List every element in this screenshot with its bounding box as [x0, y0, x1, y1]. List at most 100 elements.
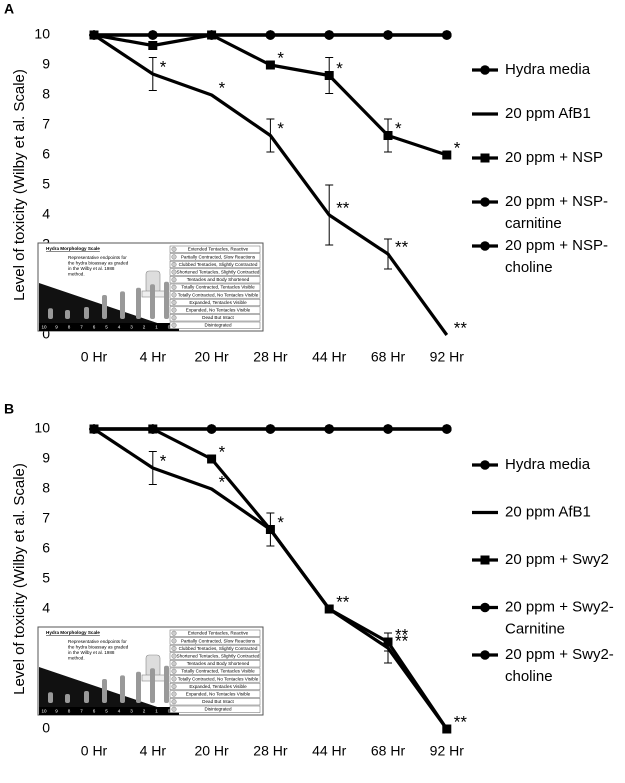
inset-stage-box [169, 644, 261, 653]
significance-label: * [277, 513, 284, 532]
significance-label: * [219, 472, 226, 491]
x-tick-label: 28 Hr [253, 349, 288, 365]
significance-label: * [219, 442, 226, 461]
data-point [442, 150, 452, 160]
y-tick-label: 9 [42, 450, 50, 466]
inset-stage: Extended Tentacles, Reactive [188, 247, 249, 252]
data-point [265, 30, 276, 40]
inset-scale-bar [39, 323, 179, 331]
x-tick-label: 28 Hr [253, 743, 288, 759]
significance-label: * [395, 119, 402, 138]
y-tick-label: 8 [42, 480, 50, 496]
inset-hydra [150, 668, 155, 703]
inset-stage-box [169, 667, 261, 675]
inset-background [39, 283, 178, 330]
inset-scale-number: 0 [168, 325, 171, 330]
inset-stage-box [169, 291, 261, 299]
y-tick-label: 5 [42, 570, 50, 586]
legend-marker [480, 241, 490, 251]
inset-stage-box [169, 690, 261, 698]
panel-label: A [4, 1, 14, 17]
data-point [265, 424, 276, 434]
y-tick-label: 4 [42, 600, 50, 616]
significance-label: ** [395, 625, 409, 644]
significance-label: * [454, 138, 461, 157]
x-tick-label: 68 Hr [371, 743, 406, 759]
y-axis-title: Level of toxicity (Wilby et al. Scale) [11, 463, 28, 695]
inset-stage-dot [171, 684, 177, 690]
legend-marker [480, 197, 490, 207]
inset-stage: Shortened Tentacles, Slightly Contracted [177, 654, 260, 659]
inset-background [39, 667, 178, 714]
data-point [383, 637, 393, 647]
inset-hydra [136, 671, 141, 703]
legend-marker [480, 555, 490, 565]
inset-stage: Partially Contracted, Slow Reactions [181, 254, 256, 259]
panel-label: B [4, 401, 14, 417]
y-tick-label: 4 [42, 206, 50, 222]
inset-hydra [65, 310, 70, 319]
inset-title: Hydra Morphology Scale [46, 246, 100, 251]
inset-stage: Clubbed Tentacles, Slightly Contracted [179, 262, 258, 267]
inset-scale-number: 3 [130, 709, 133, 714]
x-tick-label: 4 Hr [140, 743, 167, 759]
legend-label: 20 ppm + Swy2-choline [505, 646, 614, 685]
y-tick-label: 7 [42, 116, 50, 132]
data-point [148, 41, 158, 50]
inset-hydra [84, 307, 89, 319]
inset-stage-dot [171, 676, 177, 682]
data-point [324, 30, 335, 40]
inset-hydra [120, 291, 125, 319]
inset-stage-dot [171, 646, 177, 652]
inset-stage-dot [171, 638, 177, 644]
inset-scale-number: 6 [93, 325, 96, 330]
inset-hydra [65, 694, 70, 703]
inset-hydra [164, 665, 169, 703]
y-tick-label: 10 [34, 26, 50, 42]
inset-scale-number: 1 [155, 709, 158, 714]
inset-hydra [84, 691, 89, 703]
inset-stage: Tentacles and Body Shortened [187, 661, 250, 666]
inset-scale-number: 8 [68, 325, 71, 330]
y-tick-label: 0 [42, 326, 50, 342]
inset-stage-dot [171, 691, 177, 697]
legend-label: Hydra media [505, 61, 591, 78]
inset-stage-dot [171, 699, 177, 705]
inset-hydra [48, 692, 53, 703]
significance-label: * [277, 119, 284, 138]
inset-stage-box [169, 321, 261, 329]
inset-scale-number: 1 [155, 325, 158, 330]
legend-label: 20 ppm + NSP [505, 149, 603, 166]
data-point [148, 424, 158, 434]
legend-marker [480, 460, 490, 470]
legend-label: 20 ppm + NSP-carnitine [505, 193, 608, 232]
inset-stage: Dead But Intact [202, 315, 234, 320]
inset-stage-box [169, 283, 261, 291]
inset-stage: Expanded, Tentacles Visible [189, 300, 247, 305]
significance-label: * [160, 57, 167, 76]
inset-stage-dot [171, 630, 177, 636]
data-point [207, 454, 217, 464]
data-point [442, 30, 452, 40]
inset-scale-number: 9 [55, 709, 58, 714]
inset-caption: Representative endpoints for the hydra bi… [68, 639, 129, 661]
inset-stage-dot [171, 254, 177, 260]
inset-title: Hydra Morphology Scale [46, 630, 100, 635]
inset-scale-number: 0 [168, 709, 171, 714]
x-tick-label: 20 Hr [194, 743, 229, 759]
inset-scale-number: 6 [93, 709, 96, 714]
y-tick-label: 7 [42, 510, 50, 526]
inset-stage-box [169, 705, 261, 713]
legend-marker [480, 650, 490, 660]
inset-stage: Disintegrated [204, 323, 232, 328]
inset-hydra [48, 308, 53, 319]
inset-stage-dot [171, 246, 177, 252]
y-tick-label: 10 [34, 420, 50, 436]
inset-stage: Disintegrated [204, 707, 232, 712]
inset-scale-number: 2 [143, 709, 146, 714]
inset-stage-box [169, 306, 261, 314]
inset-scale-number: 2 [143, 325, 146, 330]
inset-scale-number: 4 [118, 709, 121, 714]
inset-stage-box [169, 675, 261, 683]
